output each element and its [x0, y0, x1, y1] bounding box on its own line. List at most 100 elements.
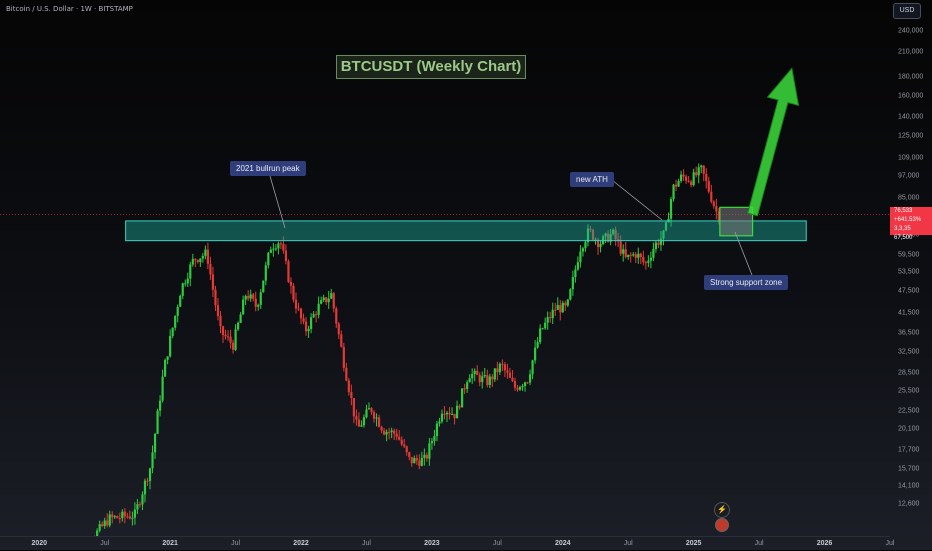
price-tick-label: 41,500 [898, 309, 920, 317]
price-tick-label: 180,000 [898, 73, 924, 81]
candle-body [111, 514, 114, 518]
candle-body [106, 520, 109, 526]
overlays-group [0, 67, 890, 276]
candle-body [589, 228, 592, 230]
candle-body [420, 457, 423, 466]
candle-body [511, 377, 514, 382]
candle-body [259, 292, 262, 305]
avatar-icon[interactable] [715, 518, 729, 532]
candle-body [352, 398, 355, 417]
candle-body [191, 258, 194, 265]
candle-body [153, 433, 157, 453]
candle-body [609, 234, 612, 242]
time-tick-label: Jul [623, 540, 633, 547]
price-tick-label: 160,000 [898, 92, 924, 100]
candle-body [599, 244, 602, 248]
candle-body [695, 172, 698, 176]
time-tick-label: Jul [100, 540, 110, 547]
chart-title-annotation[interactable]: BTCUSDT (Weekly Chart) [336, 55, 526, 79]
candle-body [121, 511, 124, 519]
candle-body [700, 165, 703, 168]
candle-body [116, 516, 119, 519]
candle-body [425, 454, 428, 459]
candle-body [564, 302, 567, 306]
candle-body [644, 262, 647, 264]
candle-body [131, 517, 134, 519]
candle-body [433, 436, 436, 442]
currency-selector[interactable]: USD [893, 3, 921, 19]
price-axis[interactable]: 12,600 14,100 15,700 17,700 20,100 22,500 25,5… [890, 0, 932, 536]
indicator-icon[interactable]: ⚡ [714, 502, 730, 518]
candle-body [692, 172, 695, 186]
time-tick-label: Jul [231, 540, 241, 547]
candle-body [176, 306, 179, 316]
candle-body [279, 243, 282, 245]
candle-body [705, 173, 708, 181]
candle-body [438, 421, 441, 424]
candle-body [627, 254, 630, 257]
candle-body [682, 174, 685, 177]
candle-body [579, 251, 582, 263]
candle-body [277, 243, 280, 249]
candle-body [415, 458, 418, 461]
candle-body [634, 254, 637, 258]
candle-body [642, 256, 645, 263]
candle-body [526, 382, 529, 384]
candle-body [463, 388, 466, 390]
time-axis[interactable]: 2020 Jul 2021 Jul 2022 Jul 2023 Jul 2024 Jul 2025 J… [0, 536, 894, 551]
candle-body [184, 283, 187, 285]
price-chart[interactable] [0, 0, 890, 536]
candle-body [639, 253, 642, 257]
candle-body [370, 408, 373, 413]
candle-body [461, 388, 464, 408]
candle-body [388, 431, 391, 433]
candle-body [166, 356, 169, 360]
candle-body [576, 262, 579, 270]
candle-body [249, 294, 252, 299]
candle-body [574, 269, 577, 278]
candle-body [506, 370, 509, 373]
candle-body [471, 373, 474, 379]
candle-body [657, 242, 660, 245]
candle-body [491, 376, 494, 380]
candle-body [181, 283, 184, 296]
candle-body [662, 230, 665, 239]
candle-body [481, 376, 484, 383]
candle-body [214, 289, 217, 306]
candle-body [196, 259, 199, 263]
price-tick-label: 125,000 [898, 132, 924, 140]
candle-body [702, 165, 705, 174]
candle-body [161, 376, 164, 401]
bullrun-peak-callout[interactable]: 2021 bullrun peak [230, 161, 306, 176]
price-tick-label: 14,100 [898, 482, 920, 490]
candle-body [483, 375, 486, 377]
candle-body [221, 326, 225, 335]
time-tick-label: 2025 [685, 540, 702, 547]
candle-body [518, 386, 522, 390]
candle-body [108, 514, 111, 526]
support-zone-callout[interactable]: Strong support zone [704, 275, 789, 290]
price-tick-label: 97,000 [898, 172, 920, 180]
candle-body [226, 336, 230, 338]
candle-body [624, 249, 627, 257]
candle-body [264, 265, 267, 281]
time-tick-label: 2021 [162, 540, 178, 547]
candle-body [413, 458, 416, 464]
symbol-title[interactable]: Bitcoin / U.S. Dollar · 1W · BITSTAMP [6, 5, 133, 13]
candle-body [332, 293, 335, 309]
candle-body [327, 298, 330, 303]
candle-body [237, 322, 240, 330]
candle-body [501, 363, 504, 365]
candle-body [521, 386, 524, 388]
candle-body [289, 281, 293, 286]
candle-body [357, 419, 361, 427]
candle-body [654, 242, 658, 250]
candle-body [274, 248, 277, 250]
candle-body [206, 249, 210, 264]
candle-body [430, 441, 434, 444]
new-ath-callout[interactable]: new ATH [570, 172, 614, 187]
candle-body [335, 308, 338, 324]
candle-body [486, 375, 489, 386]
candle-body [712, 201, 715, 207]
